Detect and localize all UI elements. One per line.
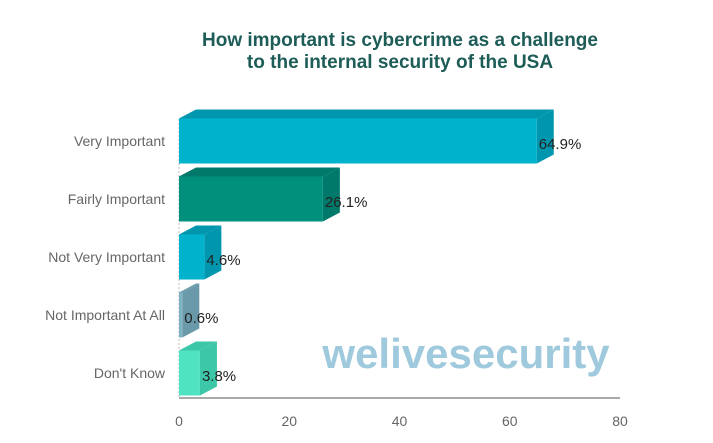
- bar: [179, 118, 537, 164]
- x-tick-label: 40: [392, 413, 408, 429]
- chart-title-line-1: How important is cybercrime as a challen…: [202, 30, 598, 51]
- bar-top-face: [179, 109, 554, 119]
- bar: [179, 234, 205, 280]
- x-tick-label: 0: [175, 413, 183, 429]
- category-label: Very Important: [74, 133, 165, 149]
- category-label: Fairly Important: [68, 191, 165, 207]
- category-label: Don't Know: [94, 365, 166, 381]
- x-tick-label: 20: [281, 413, 297, 429]
- bar-top-face: [179, 225, 222, 235]
- bar-side-face: [204, 225, 222, 280]
- bar-top-face: [179, 283, 200, 293]
- data-label: 26.1%: [325, 194, 368, 211]
- category-label: Not Very Important: [48, 249, 165, 265]
- watermark-layer: welivesecurity: [321, 330, 610, 377]
- data-label: 0.6%: [184, 310, 218, 327]
- bar-top-face: [179, 167, 340, 177]
- bar-side-face: [322, 167, 340, 222]
- bar-side-face: [182, 283, 200, 338]
- data-label: 4.6%: [206, 252, 240, 269]
- x-tick-label: 80: [612, 413, 628, 429]
- chart-title-line-2: to the internal security of the USA: [246, 52, 554, 73]
- data-label: 3.8%: [202, 368, 236, 385]
- bar: [179, 292, 183, 338]
- x-tick-label: 60: [502, 413, 518, 429]
- bar: [179, 350, 200, 396]
- bar-top-face: [179, 341, 217, 351]
- bar-side-face: [199, 341, 217, 396]
- labels-layer: Very Important 64.9% Fairly Important 26.1%…: [45, 133, 581, 385]
- watermark-logo: welivesecurity: [321, 330, 610, 377]
- bar-side-face: [536, 109, 554, 164]
- bar: [179, 176, 323, 222]
- category-label: Not Important At All: [45, 307, 165, 323]
- data-label: 64.9%: [539, 136, 582, 153]
- bars-layer: [179, 109, 554, 396]
